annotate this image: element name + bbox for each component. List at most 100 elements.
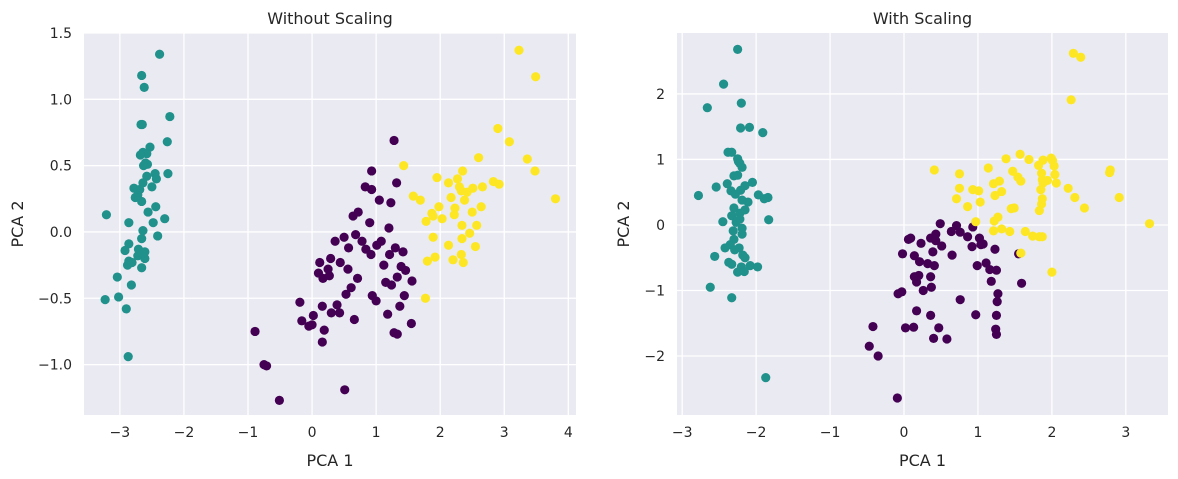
scatter-point [918, 285, 928, 296]
x-tick-label: −3 [110, 425, 131, 441]
scatter-point [974, 186, 984, 196]
scatter-point [332, 300, 342, 310]
x-tick-label: 3 [500, 425, 509, 441]
scatter-point [1050, 169, 1060, 180]
chart-title: With Scaling [873, 9, 972, 28]
scatter-point [415, 195, 425, 205]
scatter-point [250, 326, 260, 337]
scatter-point [379, 260, 389, 270]
scatter-point [955, 227, 965, 237]
scatter-point [1114, 192, 1124, 203]
scatter-point [407, 276, 417, 286]
scatter-point [733, 267, 743, 277]
scatter-point [718, 79, 729, 89]
scatter-point [398, 247, 408, 257]
scatter-point [991, 329, 1002, 340]
scatter-point [522, 154, 532, 164]
scatter-point [390, 243, 400, 253]
scatter-point [745, 261, 755, 271]
scatter-point [991, 265, 1002, 275]
scatter-point [326, 253, 336, 264]
scatter-point [494, 179, 504, 189]
scatter-point [399, 291, 409, 301]
scatter-point [942, 334, 952, 344]
scatter-point [914, 257, 925, 267]
scatter-point [1036, 185, 1046, 195]
scatter-point [352, 273, 363, 283]
scatter-point [550, 194, 561, 204]
scatter-point [399, 161, 409, 171]
scatter-point [1104, 167, 1115, 178]
scatter-point [452, 174, 463, 184]
scatter-point [971, 217, 981, 227]
scatter-point [739, 266, 749, 277]
scatter-point [392, 329, 402, 339]
scatter-point [504, 137, 514, 147]
scatter-point [456, 249, 466, 260]
scatter-point [467, 207, 477, 217]
scatter-point [1070, 192, 1080, 203]
scatter-point [317, 301, 327, 311]
scatter-point [348, 211, 358, 221]
scatter-point [335, 257, 345, 268]
scatter-point [997, 224, 1007, 234]
scatter-point [740, 253, 750, 263]
scatter-point [477, 182, 488, 192]
scatter-point [120, 245, 130, 256]
scatter-point [113, 292, 124, 302]
scatter-point [514, 45, 524, 55]
scatter-point [1063, 183, 1073, 193]
scatter-point [729, 171, 739, 181]
scatter-point [406, 318, 416, 329]
scatter-point [420, 293, 431, 303]
scatter-point [457, 220, 467, 230]
scatter-point [531, 72, 541, 82]
scatter-point [1006, 204, 1016, 214]
scatter-point [349, 314, 359, 325]
scatter-point [317, 337, 327, 347]
scatter-point [137, 196, 147, 207]
scatter-point [530, 166, 540, 176]
scatter-point [389, 135, 399, 146]
scatter-point [736, 98, 746, 108]
chart-with-scaling: −3 −2 −1 0 1 2 3 −2 −1 0 1 2 With Scaling PCA 1 PCA 2 [614, 9, 1168, 470]
scatter-point [341, 289, 351, 299]
scatter-point [710, 251, 720, 262]
scatter-point [367, 166, 377, 176]
scatter-point [346, 283, 356, 293]
scatter-point [764, 215, 774, 225]
scatter-point [395, 301, 405, 311]
scatter-point [308, 310, 318, 321]
scatter-point [1016, 248, 1026, 258]
y-tick-label: 0 [656, 218, 665, 234]
scatter-point [705, 282, 715, 292]
chart-without-scaling: −3 −2 −1 0 1 2 3 4 −1.0 −0.5 0.0 0.5 1.0 1.5 Without S… [8, 9, 576, 470]
scatter-point [1033, 160, 1044, 170]
scatter-point [335, 308, 345, 318]
scatter-point [443, 178, 454, 188]
scatter-point [392, 272, 402, 282]
scatter-point [457, 233, 467, 244]
x-axis-label: PCA 1 [899, 451, 946, 470]
scatter-point [372, 240, 382, 250]
x-tick-label: −2 [174, 425, 195, 441]
scatter-point [135, 150, 145, 160]
scatter-point [160, 214, 170, 224]
scatter-point [133, 251, 143, 261]
scatter-point [985, 264, 995, 275]
scatter-point [728, 226, 738, 236]
scatter-point [983, 163, 993, 173]
scatter-point [937, 241, 947, 251]
y-tick-label: 2 [656, 87, 665, 103]
scatter-point [140, 247, 150, 257]
scatter-point [1020, 226, 1030, 237]
scatter-point [1015, 149, 1025, 159]
scatter-point [137, 233, 147, 244]
scatter-point [873, 351, 883, 361]
scatter-point [988, 179, 999, 189]
scatter-point [446, 192, 456, 203]
scatter-point [449, 210, 459, 220]
scatter-point [261, 361, 272, 371]
scatter-point [743, 197, 753, 207]
scatter-point [1049, 161, 1059, 171]
